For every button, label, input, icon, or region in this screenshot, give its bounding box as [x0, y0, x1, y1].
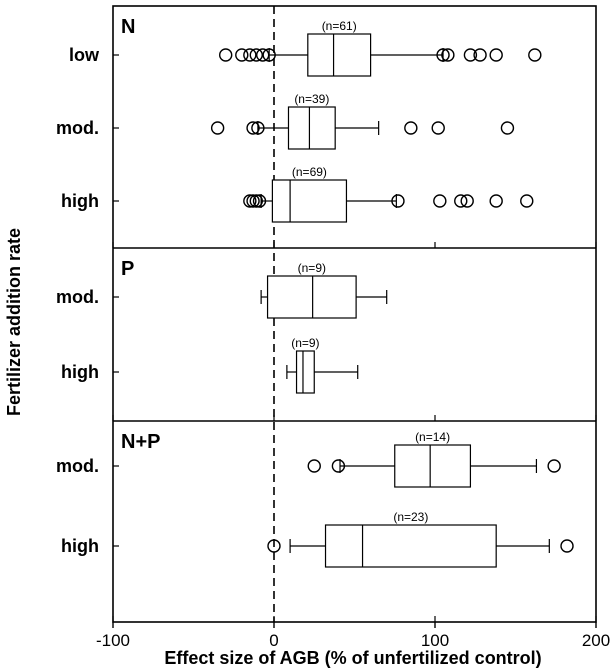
outlier-point: [246, 121, 260, 135]
outlier-point: [307, 459, 321, 473]
box-row: high (n=9): [61, 336, 359, 394]
outlier-point: [500, 121, 515, 135]
category-label: mod.: [56, 118, 99, 138]
outlier-point: [249, 48, 263, 62]
y-axis-title: Fertilizer addition rate: [4, 228, 24, 416]
iqr-box: [287, 106, 336, 150]
panel-npp: N+P mod. (n=14) high (n=23): [56, 430, 574, 568]
outlier-point: [520, 194, 534, 208]
x-tick-label: 0: [269, 631, 278, 650]
outlier-point: [331, 459, 346, 473]
outlier-point: [246, 194, 260, 208]
category-label: high: [61, 191, 99, 211]
outlier-point: [473, 48, 487, 62]
outlier-point: [243, 48, 257, 62]
category-label: mod.: [56, 287, 99, 307]
x-tick-label: -100: [96, 631, 130, 650]
sample-size-label: (n=39): [294, 92, 329, 106]
outlier-point: [489, 48, 503, 62]
iqr-box: [271, 179, 348, 223]
outlier-point: [404, 121, 418, 135]
category-label: high: [61, 362, 99, 382]
outlier-point: [489, 194, 503, 208]
outlier-point: [243, 194, 257, 208]
box-row: mod. (n=9): [56, 261, 388, 319]
x-tick-label: 100: [421, 631, 449, 650]
box-row: low (n=61): [69, 19, 542, 77]
outlier-point: [433, 194, 447, 208]
box-row: high (n=23): [61, 510, 574, 568]
box-row: high (n=69): [61, 165, 534, 223]
x-axis-title: Effect size of AGB (% of unfertilized co…: [164, 648, 541, 668]
x-tick-label: 200: [582, 631, 610, 650]
iqr-box: [394, 444, 472, 488]
panel-label: P: [121, 258, 134, 280]
outlier-point: [391, 194, 405, 208]
iqr-box: [266, 275, 357, 319]
panel-label: N+P: [121, 431, 160, 453]
outlier-point: [463, 48, 478, 62]
category-label: low: [69, 45, 100, 65]
sample-size-label: (n=23): [393, 510, 428, 524]
iqr-box: [307, 33, 372, 77]
outlier-point: [218, 48, 233, 62]
category-label: mod.: [56, 456, 99, 476]
sample-size-label: (n=9): [291, 336, 319, 350]
outlier-point: [267, 539, 281, 553]
outlier-point: [460, 194, 474, 208]
panel-label: N: [121, 16, 135, 38]
outlier-point: [235, 48, 249, 62]
outlier-point: [547, 459, 561, 473]
outlier-point: [252, 194, 267, 208]
outlier-point: [431, 121, 445, 135]
outlier-point: [454, 194, 468, 208]
outlier-point: [251, 121, 265, 135]
outlier-point: [528, 48, 542, 62]
category-label: high: [61, 536, 99, 556]
outlier-point: [249, 194, 263, 208]
iqr-box: [295, 350, 315, 394]
iqr-box: [324, 524, 497, 568]
plot-frame: [112, 5, 597, 623]
outlier-point: [262, 48, 276, 62]
outlier-point: [560, 539, 574, 553]
sample-size-label: (n=9): [298, 261, 326, 275]
outlier-point: [210, 121, 225, 135]
sample-size-label: (n=14): [415, 430, 450, 444]
outlier-point: [256, 48, 270, 62]
outlier-point: [436, 48, 450, 62]
sample-size-label: (n=61): [322, 19, 357, 33]
box-row: mod. (n=14): [56, 430, 561, 488]
outlier-point: [441, 48, 455, 62]
sample-size-label: (n=69): [292, 165, 327, 179]
box-row: mod. (n=39): [56, 92, 515, 150]
